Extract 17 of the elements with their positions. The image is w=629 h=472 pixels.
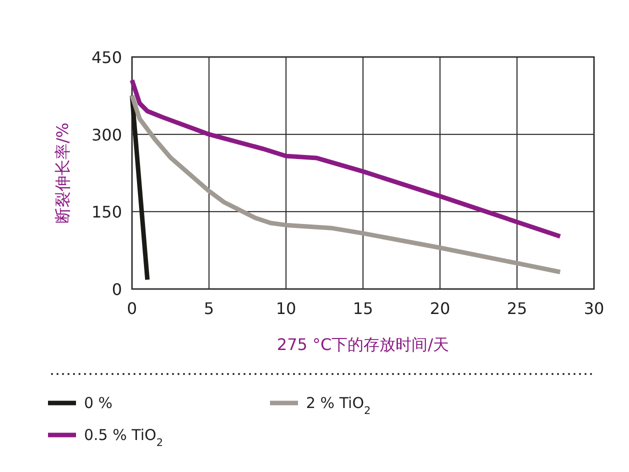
- y-axis-title: 断裂伸长率/%: [53, 122, 72, 224]
- x-tick-label: 0: [126, 299, 138, 318]
- y-tick-label: 300: [91, 125, 122, 144]
- legend-label: 2 % TiO$_{2}$: [306, 394, 371, 417]
- x-tick-label: 25: [506, 299, 528, 318]
- x-tick-label: 30: [584, 299, 604, 318]
- x-axis-title: 275 °C下的存放时间/天: [276, 335, 450, 354]
- x-tick-label: 5: [204, 299, 214, 318]
- y-tick-label: 150: [91, 202, 122, 222]
- y-tick-label: 450: [91, 48, 122, 67]
- x-tick-label: 20: [430, 299, 450, 318]
- x-tick-label: 15: [352, 299, 374, 318]
- legend-label: 0 %: [84, 394, 113, 412]
- line-series: [130, 78, 562, 239]
- legend-label: 0.5 % TiO$_{2}$: [84, 426, 164, 449]
- y-tick-label: 0: [112, 280, 122, 299]
- x-tick-label: 10: [276, 299, 296, 318]
